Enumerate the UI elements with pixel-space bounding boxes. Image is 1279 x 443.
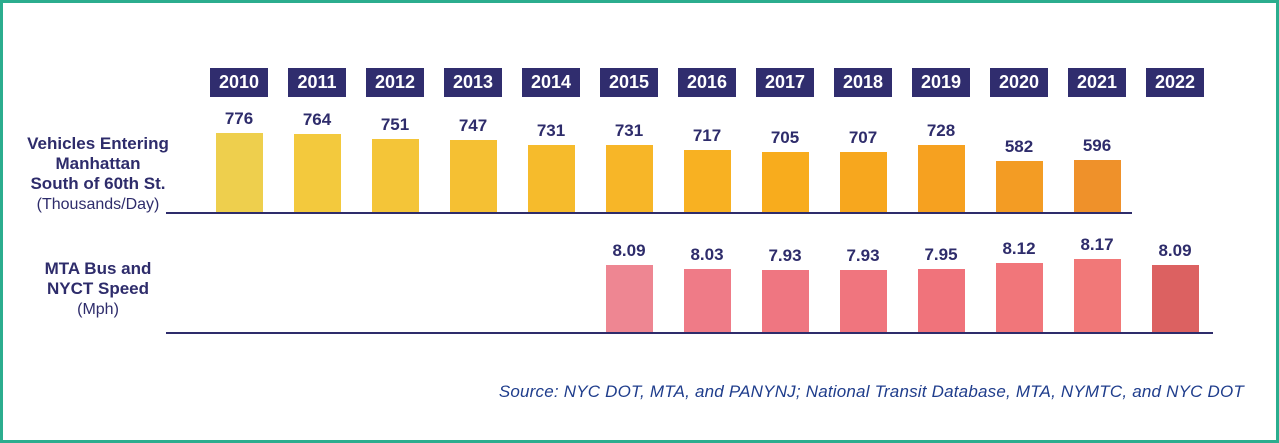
speed-axis-line xyxy=(166,332,1213,334)
speed-bar-2019 xyxy=(917,269,965,333)
vehicles-bar-2010 xyxy=(215,133,263,213)
speed-value-2015: 8.09 xyxy=(612,241,646,260)
year-box-2020: 2020 xyxy=(990,68,1048,97)
vehicles-bar-2014 xyxy=(527,145,575,213)
vehicles-unit-label: (Thousands/Day) xyxy=(36,196,160,213)
speed-label-line2: NYCT Speed xyxy=(46,279,150,298)
year-box-2015: 2015 xyxy=(600,68,658,97)
speed-label-line1: MTA Bus and xyxy=(44,259,152,278)
speed-row-label: MTA Bus and NYCT Speed (Mph) xyxy=(8,259,188,320)
year-box-2011: 2011 xyxy=(288,68,346,97)
year-box-2012: 2012 xyxy=(366,68,424,97)
vehicles-label-line1: Vehicles Entering xyxy=(27,134,169,153)
speed-bar-2018 xyxy=(839,270,887,333)
vehicles-bar-2019 xyxy=(917,145,965,213)
speed-value-2016: 8.03 xyxy=(690,245,724,264)
year-box-2010: 2010 xyxy=(210,68,268,97)
vehicles-label-line3: South of 60th St. xyxy=(30,174,166,193)
speed-bar-2022 xyxy=(1151,265,1199,333)
vehicles-value-2011: 764 xyxy=(302,110,332,129)
speed-bar-2020 xyxy=(995,263,1043,333)
vehicles-bar-2016 xyxy=(683,150,731,213)
vehicles-value-2018: 707 xyxy=(848,128,878,147)
year-box-2017: 2017 xyxy=(756,68,814,97)
vehicles-bar-2020 xyxy=(995,161,1043,213)
speed-value-2018: 7.93 xyxy=(846,246,880,265)
vehicles-value-2014: 731 xyxy=(536,121,566,140)
vehicles-axis-line xyxy=(166,212,1132,214)
speed-value-2020: 8.12 xyxy=(1002,239,1036,258)
year-box-2016: 2016 xyxy=(678,68,736,97)
speed-value-2017: 7.93 xyxy=(768,246,802,265)
vehicles-bar-2011 xyxy=(293,134,341,213)
year-box-2013: 2013 xyxy=(444,68,502,97)
vehicles-value-2019: 728 xyxy=(926,121,956,140)
vehicles-label-line2: Manhattan xyxy=(55,154,141,173)
source-note: Source: NYC DOT, MTA, and PANYNJ; Nation… xyxy=(498,382,1244,401)
speed-unit-label: (Mph) xyxy=(77,301,119,318)
vehicles-value-2016: 717 xyxy=(692,126,722,145)
speed-value-2021: 8.17 xyxy=(1080,235,1114,254)
year-box-2018: 2018 xyxy=(834,68,892,97)
speed-bar-2021 xyxy=(1073,259,1121,333)
vehicles-bar-2018 xyxy=(839,152,887,213)
vehicles-bar-2013 xyxy=(449,140,497,213)
speed-value-2022: 8.09 xyxy=(1158,241,1192,260)
year-box-2021: 2021 xyxy=(1068,68,1126,97)
vehicles-bar-2012 xyxy=(371,139,419,213)
vehicles-bar-2021 xyxy=(1073,160,1121,213)
vehicles-bar-2015 xyxy=(605,145,653,213)
speed-bar-2015 xyxy=(605,265,653,333)
vehicles-bar-2017 xyxy=(761,152,809,213)
year-box-2022: 2022 xyxy=(1146,68,1204,97)
vehicles-value-2015: 731 xyxy=(614,121,644,140)
vehicles-value-2013: 747 xyxy=(458,116,488,135)
year-box-2014: 2014 xyxy=(522,68,580,97)
vehicles-row-label: Vehicles Entering Manhattan South of 60t… xyxy=(8,134,188,215)
speed-bar-2016 xyxy=(683,269,731,333)
vehicles-value-2010: 776 xyxy=(224,109,254,128)
vehicles-value-2021: 596 xyxy=(1082,136,1112,155)
vehicles-value-2012: 751 xyxy=(380,115,410,134)
vehicles-value-2017: 705 xyxy=(770,128,800,147)
vehicles-value-2020: 582 xyxy=(1004,137,1034,156)
speed-bar-2017 xyxy=(761,270,809,333)
year-box-2019: 2019 xyxy=(912,68,970,97)
speed-value-2019: 7.95 xyxy=(924,245,958,264)
